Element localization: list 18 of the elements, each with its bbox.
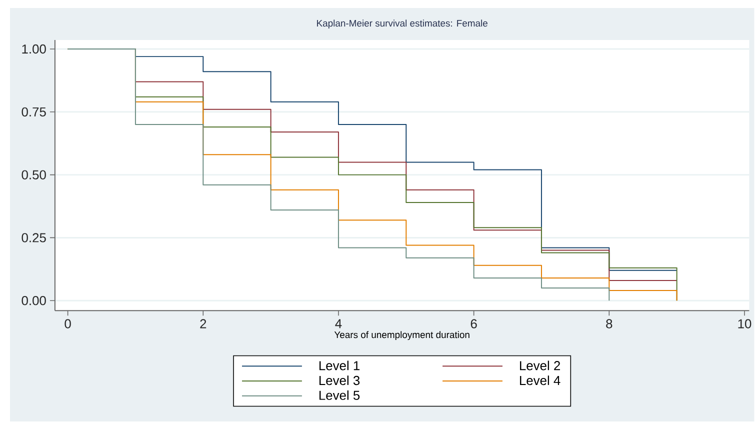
legend-label: Level 1: [319, 360, 360, 370]
x-tick-label: 10: [738, 319, 752, 329]
x-tick-label: 6: [470, 319, 477, 329]
y-tick-label: 0.00: [22, 296, 46, 306]
legend-label: Level 2: [520, 360, 560, 370]
legend-label: Level 4: [520, 376, 560, 386]
y-tick-label: 0.50: [22, 170, 46, 180]
y-tick-label: 0.25: [22, 233, 46, 243]
x-axis-title: Years of unemployment duration: [334, 331, 470, 340]
chart-title: Kaplan-Meier survival estimates: Female: [317, 20, 488, 29]
x-tick-label: 2: [200, 319, 206, 328]
y-tick-label: 0.75: [22, 108, 46, 117]
y-tick-label: 1.00: [22, 44, 46, 54]
legend-label: Level 3: [319, 376, 360, 386]
x-tick-label: 4: [335, 319, 342, 328]
x-tick-label: 8: [606, 319, 612, 329]
x-tick-label: 0: [64, 319, 71, 329]
legend-label: Level 5: [319, 390, 360, 400]
